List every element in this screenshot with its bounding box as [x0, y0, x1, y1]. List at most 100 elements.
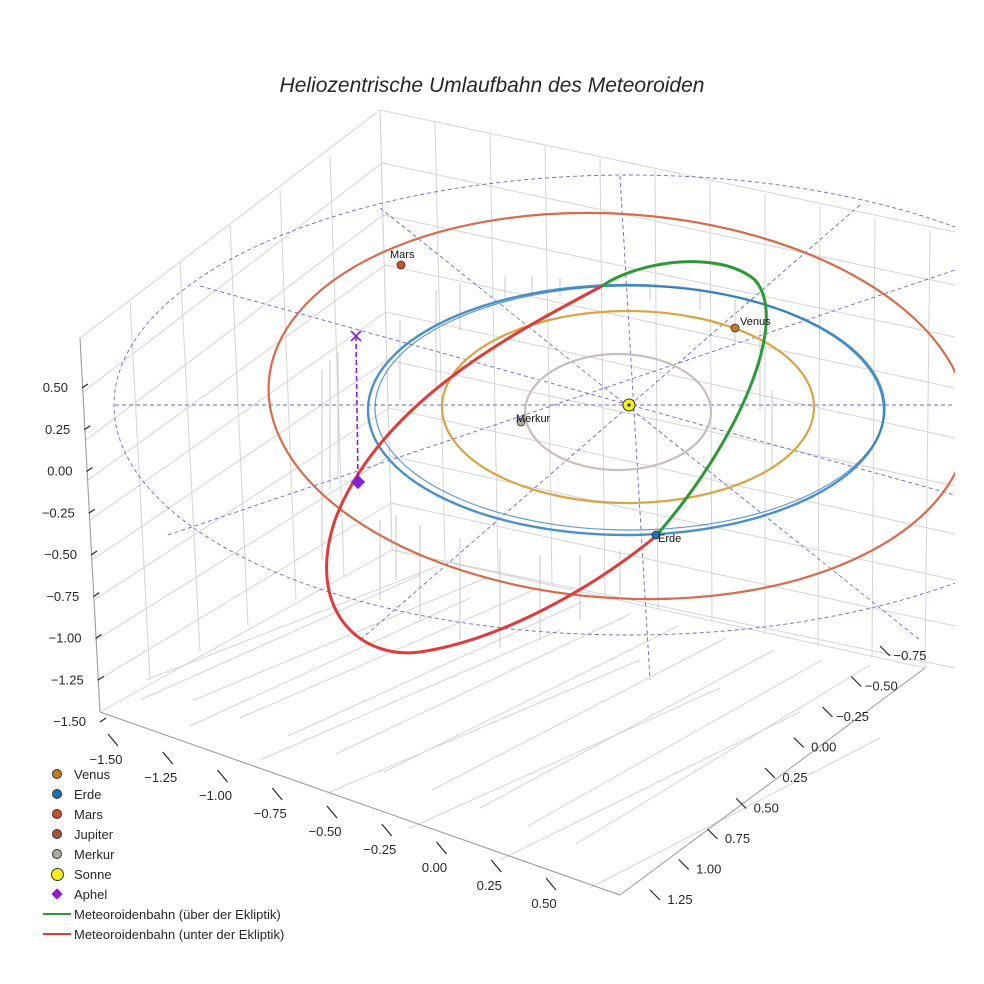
legend-dot-icon: [52, 829, 62, 839]
x-axis-tick-label: 0.00: [422, 860, 447, 875]
aphel-projection-line: [355, 335, 359, 483]
y-axis-tick-label: −0.25: [836, 709, 869, 724]
merkur-label: Merkur: [516, 413, 551, 425]
legend-dot-icon: [52, 849, 62, 859]
x-axis-tick-label: −1.00: [199, 788, 232, 803]
venus-label: Venus: [740, 316, 771, 328]
z-axis-tick-mark: [86, 467, 93, 472]
erde-label: Erde: [658, 533, 681, 545]
y-axis-tick-mark: [678, 859, 690, 870]
legend-label: Meteoroidenbahn (unter der Ekliptik): [74, 926, 285, 942]
legend-label: Erde: [74, 786, 102, 802]
legend-symbol: [40, 804, 74, 824]
y-axis-tick-mark: [879, 645, 891, 657]
legend-item: Sonne: [40, 864, 284, 884]
legend-symbol: [40, 764, 74, 784]
legend-symbol: [40, 864, 74, 884]
y-axis-tick-mark: [707, 828, 718, 840]
chart-title: Heliozentrische Umlaufbahn des Meteoroid…: [279, 74, 705, 97]
mars-orbit: [267, 211, 955, 601]
z-grid: [79, 109, 956, 713]
mars-marker: [396, 260, 406, 270]
left-wall-grid: [79, 109, 393, 713]
legend-symbol: [40, 784, 74, 804]
meteoroid-orbit-below: [325, 284, 656, 655]
x-axis-tick-label: −1.25: [144, 770, 177, 785]
x-axis-ticks: −1.50 −1.25 −1.00 −0.75 −0.50 −0.25 0.00 0.25 0.…: [90, 733, 557, 911]
legend-symbol: [40, 844, 74, 864]
legend-dot-icon: [52, 789, 62, 799]
z-axis-tick-label: −0.75: [46, 589, 79, 604]
y-axis-tick-label: −0.50: [865, 679, 898, 694]
sonne-center: [627, 403, 631, 407]
z-axis-ticks: 0.50 0.25 0.00 −0.25 −0.50 −0.75 −1.00 −1.25 −1.…: [42, 380, 107, 729]
y-axis-tick-mark: [822, 706, 833, 718]
z-axis-tick-label: 0.50: [43, 380, 68, 395]
legend-symbol: [40, 924, 74, 944]
y-axis-tick-label: 1.00: [696, 862, 721, 877]
legend-dot-icon: [52, 809, 62, 819]
x-axis-tick-mark: [326, 805, 338, 819]
legend-diamond-icon: [51, 888, 63, 900]
legend-item: Jupiter: [40, 824, 284, 844]
legend-item: Venus: [40, 764, 284, 784]
x-axis-tick-mark: [545, 877, 557, 891]
y-axis-tick-label: 0.00: [811, 740, 836, 755]
mars-label: Mars: [390, 249, 415, 261]
legend-item: Mars: [40, 804, 284, 824]
x-axis-tick-label: 0.25: [477, 878, 502, 893]
y-axis-ticks: −0.75 −0.50 −0.25 0.00 0.25 0.50 0.75 1.00 1.25: [649, 645, 927, 907]
z-axis-tick-label: −1.00: [49, 631, 82, 646]
x-axis-tick-mark: [490, 859, 502, 873]
z-axis-tick-label: 0.00: [47, 464, 72, 479]
axis-lines: [79, 337, 926, 896]
x-axis-tick-label: −0.50: [309, 824, 342, 839]
legend-label: Meteoroidenbahn (über der Ekliptik): [74, 906, 281, 922]
z-axis-tick-mark: [88, 508, 96, 514]
aphel-marker: [350, 474, 366, 490]
y-axis-tick-label: 0.75: [725, 831, 750, 846]
meteoroid-orbit-above: [601, 260, 768, 538]
legend-item: Aphel: [40, 884, 284, 904]
z-axis-tick-mark: [81, 383, 89, 389]
y-axis-tick-mark: [850, 676, 862, 687]
x-axis-tick-label: −0.25: [363, 842, 396, 857]
z-axis-tick-label: −0.50: [44, 547, 77, 562]
x-axis-tick-mark: [381, 823, 393, 837]
y-axis-tick-label: 0.25: [782, 770, 807, 785]
erde-orbit: [366, 283, 886, 537]
axes-pane: [79, 109, 956, 896]
legend-label: Aphel: [74, 886, 108, 902]
legend-symbol: [40, 824, 74, 844]
y-axis-tick-mark: [649, 889, 661, 901]
x-axis-tick-mark: [436, 841, 447, 855]
x-axis-tick-mark: [162, 751, 174, 765]
x-axis-line: [99, 711, 621, 896]
y-axis-tick-label: −0.75: [894, 648, 927, 663]
z-axis-tick-label: −0.25: [42, 505, 75, 520]
legend-line-icon: [43, 913, 71, 915]
legend-label: Jupiter: [74, 826, 114, 842]
z-axis-tick-label: 0.25: [45, 422, 70, 437]
z-axis-line: [79, 337, 101, 713]
legend-label: Merkur: [74, 846, 115, 862]
y-axis-tick-mark: [764, 767, 776, 779]
legend-item: Merkur: [40, 844, 284, 864]
legend-item: Meteoroidenbahn (über der Ekliptik): [40, 904, 284, 924]
merkur-marker: [516, 417, 526, 427]
back-wall-grid: [379, 109, 931, 669]
z-axis-tick-label: −1.50: [53, 714, 86, 729]
z-axis-tick-mark: [99, 717, 107, 723]
legend-label: Mars: [74, 806, 103, 822]
y-axis-tick-label: 1.25: [667, 892, 692, 907]
x-axis-tick-mark: [107, 733, 119, 747]
legend: Venus Erde Mars Jupiter Merkur Sonne Aphel Mete…: [40, 764, 284, 944]
y-axis-tick-mark: [793, 737, 805, 748]
y-axis-tick-mark: [735, 798, 747, 809]
legend-line-icon: [43, 933, 71, 935]
legend-dot-icon: [50, 867, 64, 881]
legend-item: Meteoroidenbahn (unter der Ekliptik): [40, 924, 284, 944]
x-axis-tick-mark: [217, 769, 228, 783]
aphel-projection-x-marker: [350, 330, 362, 342]
